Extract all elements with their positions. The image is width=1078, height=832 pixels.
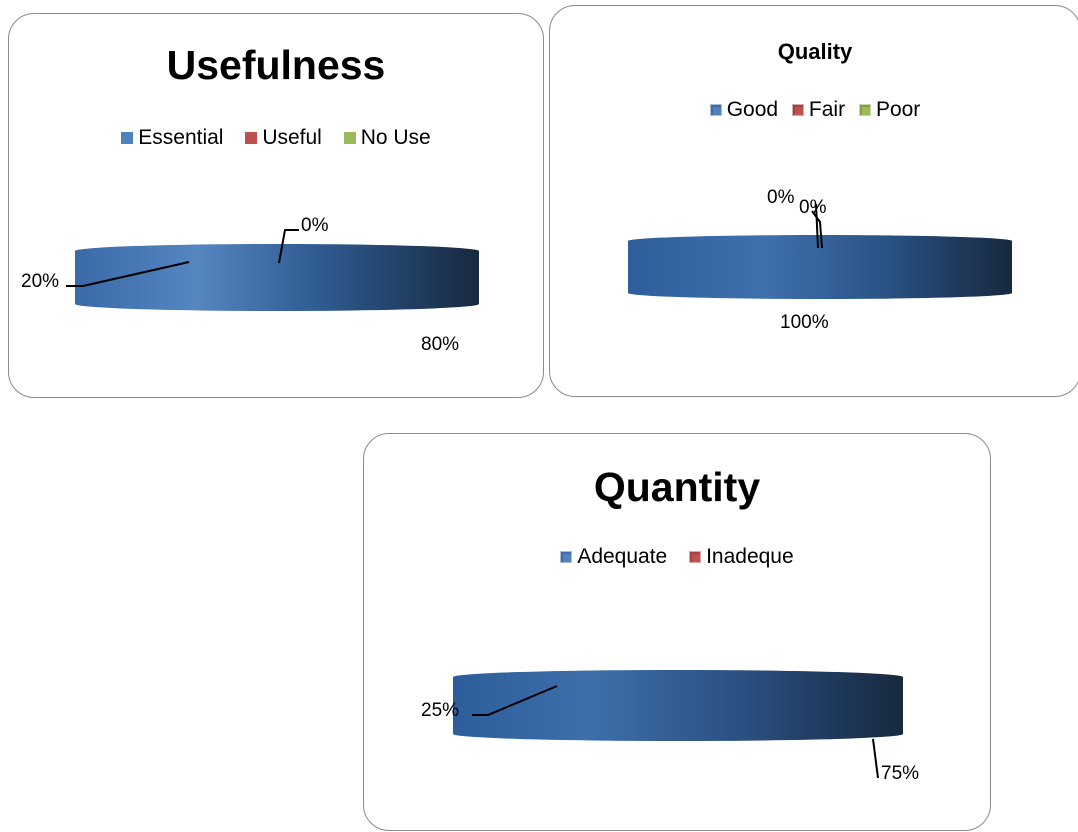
legend-swatch-essential (121, 132, 134, 144)
legend-swatch-fair (791, 104, 804, 116)
quality-pie: 0% 0% 100% (628, 187, 1012, 333)
usefulness-leader-no-use (278, 229, 299, 264)
quality-disk-bottom (628, 287, 1012, 299)
usefulness-chart-panel: Usefulness Essential Useful No Use 20% 0… (8, 13, 544, 398)
quality-disk-top (628, 235, 1012, 247)
legend-item-inadeque: Inadeque (689, 545, 794, 569)
usefulness-chart-title: Usefulness (166, 42, 386, 88)
legend-label-useful: Useful (262, 126, 322, 149)
legend-label-fair: Fair (808, 98, 846, 121)
quantity-chart-title: Quantity (593, 464, 761, 510)
usefulness-disk-top (75, 244, 479, 258)
quantity-leader-adequate (872, 738, 879, 779)
legend-swatch-poor (858, 104, 871, 116)
legend-item-poor: Poor (858, 98, 921, 122)
legend-label-essential: Essential (138, 126, 224, 149)
quality-chart-panel: Quality Good Fair Poor 0% 0% 100% (549, 5, 1078, 397)
legend-swatch-no-use (343, 132, 356, 144)
usefulness-label-no-use: 0% (301, 215, 329, 236)
legend-label-poor: Poor (875, 98, 921, 121)
quality-label-good: 100% (780, 312, 829, 333)
usefulness-pie: 20% 0% 80% (21, 215, 479, 355)
legend-item-adequate: Adequate (560, 545, 667, 569)
quantity-disk-bottom (453, 727, 903, 741)
usefulness-legend: Essential Useful No Use (9, 126, 543, 150)
legend-label-good: Good (726, 98, 779, 121)
quality-leader-fair (815, 203, 819, 249)
quantity-legend: Adequate Inadeque (364, 545, 990, 569)
usefulness-leader-useful (66, 261, 190, 287)
legend-item-useful: Useful (245, 126, 322, 150)
quantity-disk-body (453, 677, 903, 734)
legend-swatch-adequate (560, 551, 573, 563)
legend-swatch-good (709, 104, 722, 116)
quantity-label-adequate: 75% (881, 763, 919, 784)
quality-disk-body (628, 241, 1012, 293)
quantity-chart-panel: Quantity Adequate Inadeque 25% 75% (363, 433, 991, 831)
usefulness-label-useful: 20% (21, 271, 59, 292)
legend-label-adequate: Adequate (577, 545, 668, 568)
quality-label-poor: 0% (799, 197, 827, 218)
legend-label-no-use: No Use (360, 126, 431, 149)
usefulness-disk-body (75, 251, 479, 304)
legend-item-no-use: No Use (343, 126, 431, 150)
legend-item-essential: Essential (121, 126, 223, 150)
quality-chart-title: Quality (777, 39, 853, 64)
quantity-disk-top (453, 670, 903, 684)
usefulness-label-essential: 80% (421, 334, 459, 355)
quality-legend: Good Fair Poor (550, 98, 1078, 122)
quality-label-fair: 0% (767, 187, 795, 208)
quantity-leader-inadeque (472, 685, 558, 716)
legend-swatch-useful (245, 132, 258, 144)
legend-label-inadeque: Inadeque (706, 545, 794, 568)
legend-item-fair: Fair (791, 98, 846, 122)
usefulness-disk-bottom (75, 297, 479, 311)
quantity-pie: 25% 75% (421, 670, 919, 784)
legend-item-good: Good (709, 98, 779, 122)
legend-swatch-inadeque (689, 551, 702, 563)
quality-leader-poor (811, 210, 823, 249)
quantity-label-inadeque: 25% (421, 700, 459, 721)
